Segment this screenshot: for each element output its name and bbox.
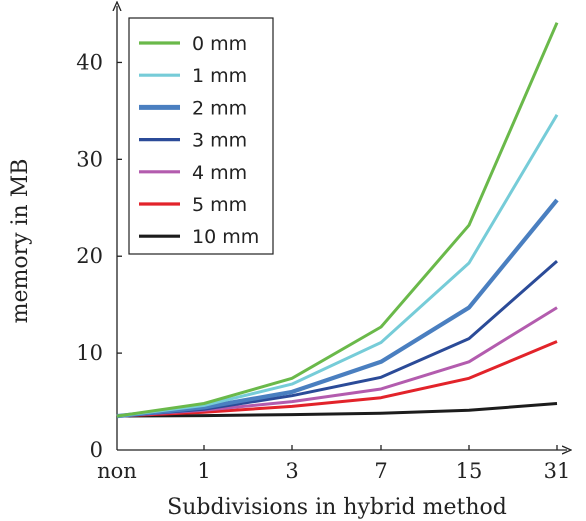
y-axis-label: memory in MB	[8, 159, 33, 324]
x-tick-label: 31	[544, 459, 571, 483]
series-line-3mm	[116, 259, 558, 418]
legend-label: 1 mm	[192, 65, 247, 87]
legend-label: 3 mm	[192, 130, 247, 152]
x-tick-label: 1	[197, 459, 210, 483]
y-tick-label: 10	[76, 341, 103, 365]
series-line-2mm	[116, 198, 559, 419]
y-tick-label: 30	[76, 147, 103, 171]
series-lines	[116, 22, 559, 419]
legend-label: 10 mm	[192, 226, 259, 248]
x-ticks: non 1 3 7 15 31	[97, 445, 570, 483]
x-axis-label: Subdivisions in hybrid method	[167, 495, 507, 520]
x-tick-label: non	[97, 459, 137, 483]
x-tick-label: 3	[285, 459, 298, 483]
legend: 0 mm 1 mm 2 mm 3 mm 4 mm 5 mm 10 mm	[128, 17, 274, 255]
y-tick-label: 0	[90, 438, 103, 462]
series-line-1mm	[116, 114, 559, 418]
series-line-0mm	[116, 22, 559, 418]
y-tick-label: 40	[76, 50, 103, 74]
x-tick-label: 7	[374, 459, 387, 483]
y-tick-label: 20	[76, 244, 103, 268]
legend-box	[128, 17, 274, 255]
legend-label: 0 mm	[192, 33, 247, 55]
y-ticks: 0 10 20 30 40	[76, 50, 122, 462]
series-line-5mm	[116, 340, 558, 418]
legend-label: 5 mm	[192, 194, 247, 216]
axes	[117, 6, 567, 450]
x-tick-label: 15	[456, 459, 483, 483]
legend-label: 2 mm	[192, 97, 247, 119]
legend-label: 4 mm	[192, 162, 247, 184]
series-line-10mm	[116, 402, 558, 418]
